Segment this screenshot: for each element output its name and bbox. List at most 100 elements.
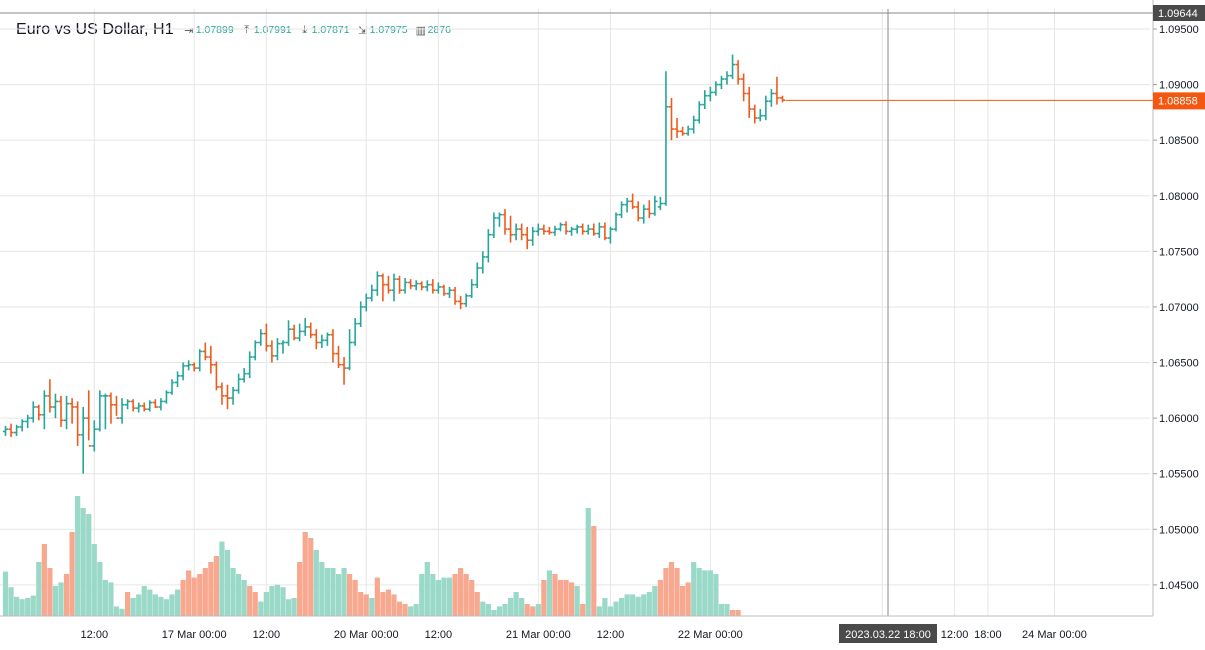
volume-bar	[613, 601, 619, 616]
volume-bar	[663, 568, 669, 616]
ohlc-bar	[441, 284, 447, 296]
volume-bar	[502, 604, 508, 616]
ohlc-bar	[380, 273, 386, 302]
volume-bar	[535, 604, 541, 616]
volume-bar	[735, 610, 741, 616]
ohlc-bar	[69, 398, 75, 424]
volume-bar	[485, 604, 491, 616]
volume-bar	[258, 601, 264, 616]
ohlc-bar	[119, 398, 125, 424]
volume-bar	[330, 568, 336, 616]
volume-bar	[602, 598, 608, 616]
ohlc-bar	[680, 126, 686, 136]
ohlc-bar	[324, 332, 330, 346]
open-value-group: ⇥ 1.07899	[184, 24, 234, 37]
ohlc-bar	[419, 281, 425, 291]
price-axis-label: 1.07500	[1159, 246, 1199, 258]
high-value: 1.07991	[253, 24, 292, 36]
volume-bar	[530, 606, 536, 616]
volume-bar	[186, 570, 192, 616]
ohlc-bar	[163, 390, 170, 404]
ohlc-bar	[230, 386, 236, 405]
ohlc-bar	[14, 424, 20, 436]
crosshair-time-text: 2023.03.22 18:00	[845, 629, 931, 641]
time-axis-label: 22 Mar 00:00	[678, 629, 743, 641]
ohlc-bar	[402, 278, 408, 294]
ohlc-bar	[52, 393, 59, 419]
volume-bar	[513, 592, 519, 616]
ohlc-bar	[408, 279, 414, 290]
volume-bar	[369, 598, 375, 616]
volume-bar	[335, 574, 342, 616]
last-price-box	[1153, 92, 1205, 110]
volume-bar	[630, 594, 636, 616]
ohlc-bar	[718, 75, 725, 90]
ohlc-bar	[507, 215, 514, 243]
volume-bar	[685, 582, 691, 616]
ohlc-bar	[496, 212, 503, 227]
volume-bar	[136, 594, 142, 616]
close-value-group: ⇲ 1.07975	[358, 24, 408, 37]
ohlc-bar	[341, 356, 347, 385]
volume-bar	[674, 568, 680, 616]
volume-bar	[585, 508, 591, 616]
time-axis-label: 17 Mar 00:00	[162, 629, 227, 641]
ohlc-bar	[374, 271, 380, 296]
volume-bar	[358, 592, 364, 616]
volume-bar	[47, 568, 53, 616]
ohlc-bar	[125, 399, 131, 410]
volume-bar	[596, 606, 602, 616]
volume-bar	[236, 574, 242, 616]
ohlc-bar	[480, 251, 486, 274]
ohlc-bar	[641, 204, 647, 224]
volume-bar	[419, 574, 425, 616]
ohlc-bar	[91, 420, 97, 452]
ohlc-bar	[8, 423, 14, 438]
volume-bar	[380, 592, 386, 616]
volume-bar	[80, 508, 86, 616]
volume-bar	[691, 562, 697, 616]
volume-bar	[102, 580, 108, 616]
ohlc-bar	[452, 286, 458, 305]
volume-bar	[324, 568, 330, 616]
volume-bar	[36, 562, 42, 616]
volume-bar	[219, 541, 225, 616]
volume-bar	[174, 589, 181, 616]
ohlc-bar	[746, 86, 752, 118]
ohlc-bar	[358, 301, 364, 327]
volume-bar	[507, 598, 514, 616]
ohlc-bar	[147, 400, 153, 412]
volume-bar	[308, 538, 314, 616]
volume-bar	[269, 586, 275, 616]
ohlc-bar	[724, 71, 730, 85]
ohlc-bar	[280, 340, 286, 354]
time-axis-label: 12:00	[597, 629, 625, 641]
volume-value: 2876	[427, 24, 451, 36]
ohlc-bar	[585, 224, 591, 235]
ohlc-bar	[291, 324, 297, 341]
volume-bar	[430, 574, 436, 616]
volume-bar	[30, 595, 36, 616]
ohlc-bar	[729, 54, 736, 80]
ohlc-bar	[602, 222, 608, 241]
volume-bar	[458, 568, 464, 616]
ohlc-bar	[430, 279, 436, 294]
volume-bar	[119, 608, 125, 616]
price-axis-label: 1.08500	[1159, 135, 1199, 147]
ohlc-bar	[274, 338, 281, 361]
ohlc-bar	[219, 382, 225, 405]
volume-bar	[402, 604, 408, 616]
volume-bar	[125, 592, 131, 616]
ohlc-bar	[302, 318, 308, 336]
volume-bar	[496, 606, 503, 616]
ohlc-bar	[607, 226, 614, 244]
price-axis-label: 1.09000	[1159, 80, 1199, 92]
crosshair-price-label: 1.09644	[1153, 5, 1205, 22]
volume-bar	[224, 550, 231, 616]
ohlc-bar	[513, 223, 519, 241]
volume-bar	[113, 606, 120, 616]
ohlc-bar	[735, 60, 741, 85]
volume-bar	[58, 582, 64, 616]
ohlc-bar	[768, 89, 774, 107]
